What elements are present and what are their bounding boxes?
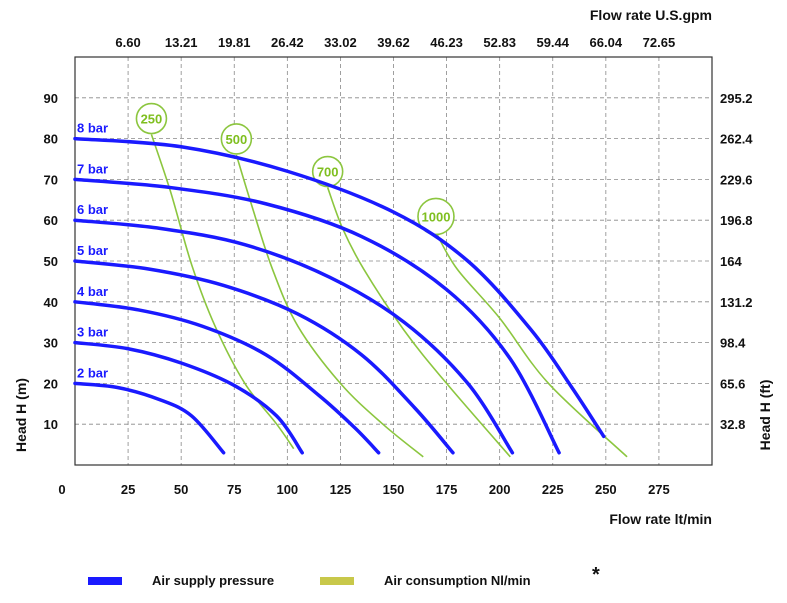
right-tick-label: 65.6 — [720, 376, 745, 391]
legend-label-air: Air consumption Nl/min — [384, 573, 531, 588]
legend-item-pressure: Air supply pressure — [88, 573, 274, 588]
x-tick-label: 200 — [489, 482, 511, 497]
top-tick-label: 46.23 — [430, 35, 463, 50]
air-consumption-curve — [235, 154, 424, 458]
top-tick-label: 66.04 — [590, 35, 623, 50]
footnote-asterisk: * — [592, 564, 600, 586]
pressure-curve-label: 8 bar — [77, 121, 108, 136]
x-tick-label: 0 — [58, 482, 65, 497]
pressure-curve-label: 6 bar — [77, 202, 108, 217]
pressure-curve — [73, 136, 606, 439]
y-tick-label: 60 — [44, 213, 58, 228]
legend-swatch-pressure — [88, 576, 122, 585]
pressure-curve-label: 4 bar — [77, 284, 108, 299]
top-tick-label: 6.60 — [115, 35, 140, 50]
y-tick-label: 80 — [44, 132, 58, 147]
air-consumption-curve — [150, 134, 295, 450]
top-tick-label: 59.44 — [536, 35, 569, 50]
top-tick-label: 26.42 — [271, 35, 304, 50]
y-tick-label: 90 — [44, 91, 58, 106]
x-tick-label: 175 — [436, 482, 458, 497]
air-consumption-marker — [135, 102, 168, 135]
top-tick-label: 39.62 — [377, 35, 410, 50]
top-tick-label: 19.81 — [218, 35, 251, 50]
x-tick-label: 275 — [648, 482, 670, 497]
y-tick-label: 20 — [44, 376, 58, 391]
air-consumption-marker — [417, 197, 455, 236]
air-consumption-label: 700 — [317, 165, 339, 180]
x-tick-label: 225 — [542, 482, 564, 497]
y-tick-label: 70 — [44, 172, 58, 187]
legend-swatch-air — [320, 576, 354, 585]
pressure-curve — [73, 218, 515, 455]
y-tick-label: 40 — [44, 295, 58, 310]
right-tick-label: 98.4 — [720, 336, 746, 351]
pressure-curve — [73, 177, 561, 455]
right-tick-label: 262.4 — [720, 132, 753, 147]
x-tick-label: 250 — [595, 482, 617, 497]
pressure-curve-label: 2 bar — [77, 365, 108, 380]
x-tick-label: 25 — [121, 482, 135, 497]
x-axis-title: Flow rate lt/min — [609, 511, 712, 527]
top-tick-label: 52.83 — [483, 35, 516, 50]
air-consumption-label: 1000 — [422, 209, 451, 224]
right-tick-label: 229.6 — [720, 172, 753, 187]
air-consumption-marker — [220, 123, 253, 155]
x-tick-label: 150 — [383, 482, 405, 497]
right-tick-label: 164 — [720, 254, 742, 269]
air-consumption-curve — [435, 232, 628, 458]
right-axis-title: Head H (ft) — [757, 380, 773, 451]
air-consumption-label: 500 — [226, 132, 248, 147]
pressure-curve-label: 7 bar — [77, 161, 108, 176]
x-tick-label: 125 — [330, 482, 352, 497]
y-axis-title: Head H (m) — [13, 378, 29, 452]
right-tick-label: 32.8 — [720, 417, 745, 432]
pressure-curve — [73, 259, 455, 455]
x-tick-label: 100 — [276, 482, 298, 497]
y-tick-label: 10 — [44, 417, 58, 432]
top-tick-label: 72.65 — [643, 35, 676, 50]
x-tick-label: 50 — [174, 482, 188, 497]
pressure-curve — [73, 340, 304, 455]
pressure-curve-label: 3 bar — [77, 325, 108, 340]
top-tick-label: 13.21 — [165, 35, 198, 50]
pressure-curve — [73, 300, 381, 455]
air-consumption-label: 250 — [141, 112, 163, 127]
top-tick-label: 33.02 — [324, 35, 357, 50]
y-tick-label: 50 — [44, 254, 58, 269]
top-axis-title: Flow rate U.S.gpm — [590, 7, 712, 23]
legend-item-air: Air consumption Nl/min — [320, 573, 531, 588]
right-tick-label: 131.2 — [720, 295, 753, 310]
y-tick-label: 30 — [44, 336, 58, 351]
x-tick-label: 75 — [227, 482, 241, 497]
right-tick-label: 295.2 — [720, 91, 753, 106]
air-consumption-marker — [311, 155, 344, 188]
right-tick-label: 196.8 — [720, 213, 753, 228]
pressure-curve-label: 5 bar — [77, 243, 108, 258]
pressure-curve — [73, 381, 226, 455]
legend-label-pressure: Air supply pressure — [152, 573, 275, 588]
